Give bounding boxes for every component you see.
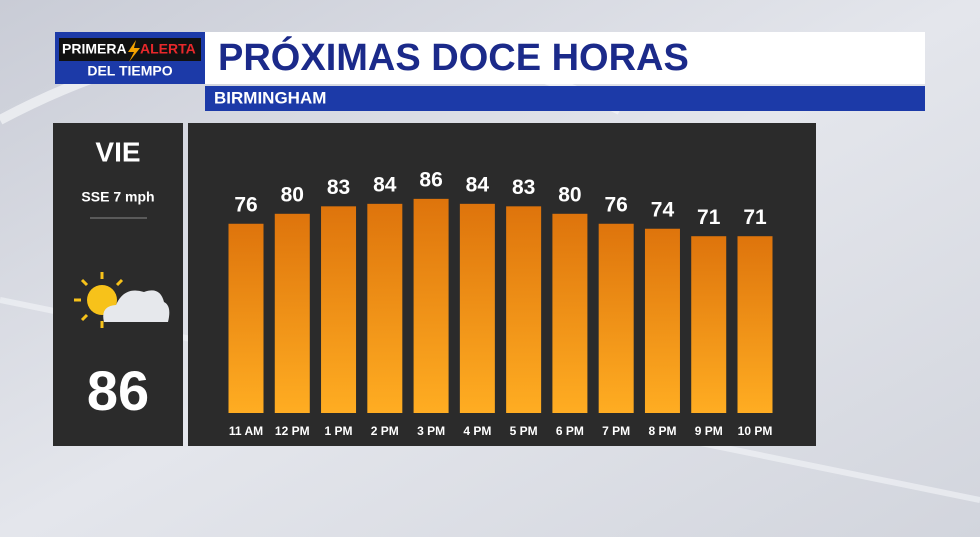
x-tick-label: 6 PM xyxy=(556,424,584,438)
day: VIE xyxy=(95,136,140,167)
x-tick-label: 11 AM xyxy=(229,424,263,438)
x-tick-label: 2 PM xyxy=(371,424,399,438)
wind: SSE 7 mph xyxy=(81,189,154,205)
x-tick-label: 1 PM xyxy=(325,424,353,438)
high-temp: 86 xyxy=(87,359,149,422)
x-tick-label: 3 PM xyxy=(417,424,445,438)
x-tick-label: 10 PM xyxy=(738,424,773,438)
bar xyxy=(598,223,634,413)
x-tick-label: 7 PM xyxy=(602,424,630,438)
x-tick-label: 5 PM xyxy=(510,424,538,438)
bar xyxy=(228,223,264,413)
bar xyxy=(737,236,773,413)
x-tick-label: 9 PM xyxy=(695,424,723,438)
value-label: 71 xyxy=(697,206,721,229)
x-tick-label: 12 PM xyxy=(275,424,310,438)
value-label: 80 xyxy=(558,183,581,206)
title-bar xyxy=(205,32,925,84)
bar xyxy=(321,206,357,413)
logo-text: DEL TIEMPO xyxy=(87,63,172,79)
bar xyxy=(644,228,680,413)
value-label: 84 xyxy=(466,173,490,196)
x-tick-label: 4 PM xyxy=(463,424,491,438)
bar xyxy=(459,203,495,413)
bar xyxy=(367,203,403,413)
bar xyxy=(691,236,727,413)
value-label: 71 xyxy=(743,206,767,229)
logo-text: ALERTA xyxy=(140,41,196,57)
value-label: 80 xyxy=(281,183,304,206)
location: BIRMINGHAM xyxy=(214,88,326,107)
bar xyxy=(506,206,542,413)
weather-icon xyxy=(74,272,170,328)
logo: PRIMERA ALERTA DEL TIEMPO xyxy=(55,32,205,84)
value-label: 83 xyxy=(327,176,350,199)
location-bar xyxy=(205,86,925,111)
value-label: 76 xyxy=(234,193,257,216)
bar xyxy=(413,198,449,413)
bar xyxy=(552,213,588,413)
value-label: 76 xyxy=(605,193,628,216)
bar xyxy=(274,213,310,413)
value-label: 74 xyxy=(651,198,675,221)
value-label: 83 xyxy=(512,176,535,199)
value-label: 86 xyxy=(419,168,442,191)
x-tick-label: 8 PM xyxy=(648,424,676,438)
logo-text: PRIMERA xyxy=(62,41,127,57)
value-label: 84 xyxy=(373,173,397,196)
bolt-icon xyxy=(128,40,140,62)
title: PRÓXIMAS DOCE HORAS xyxy=(218,35,689,79)
